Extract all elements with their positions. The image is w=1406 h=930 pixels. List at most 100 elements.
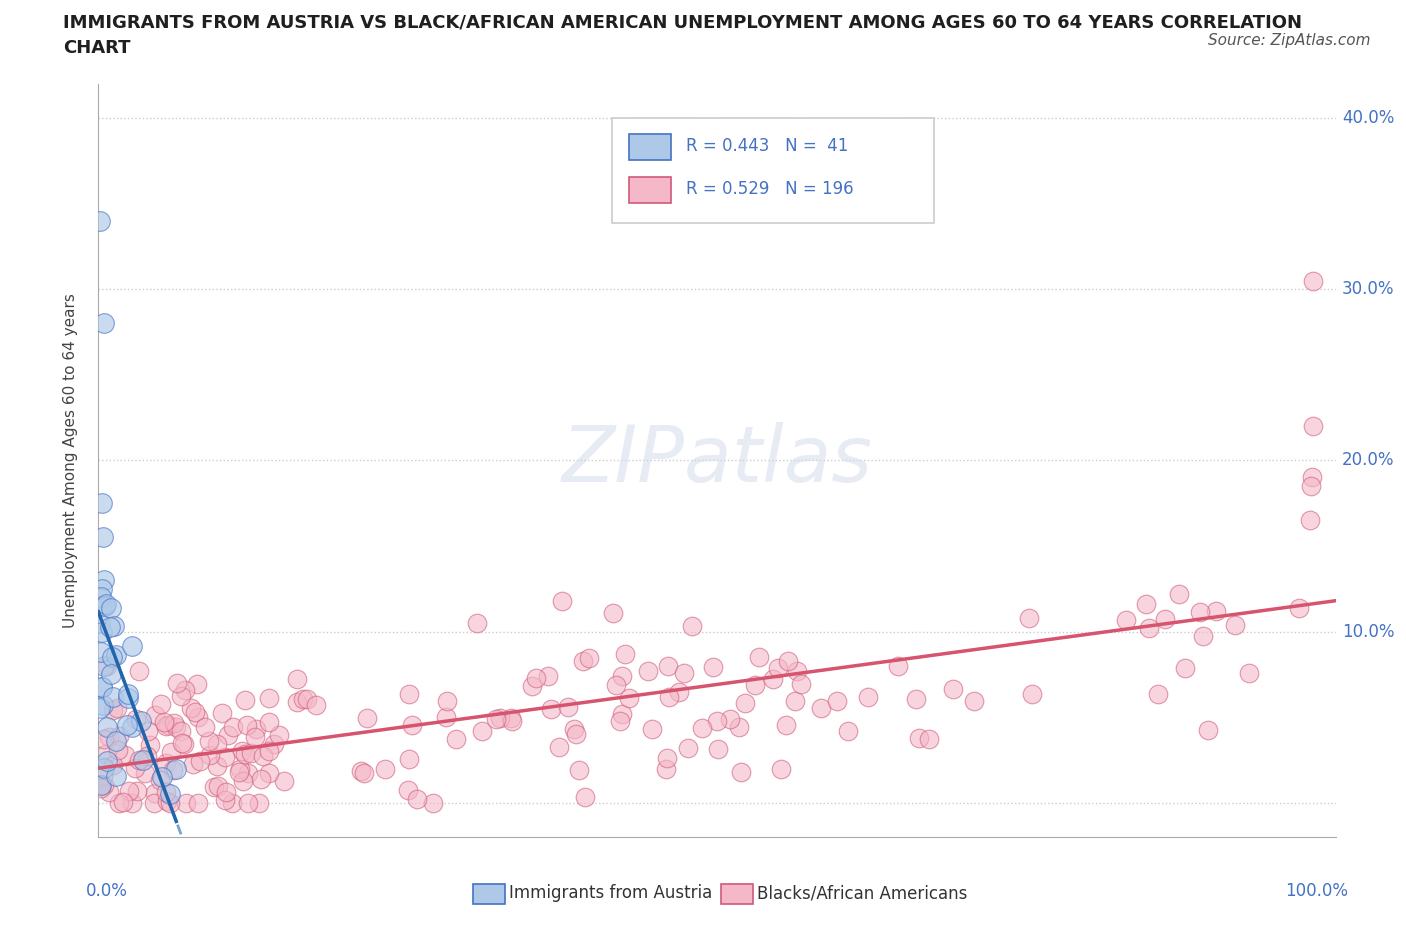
Point: [374, 761, 396, 776]
Point: [105, 647, 128, 662]
Point: [117, 691, 139, 706]
FancyBboxPatch shape: [630, 134, 671, 160]
Point: [471, 724, 494, 738]
Point: [91, 581, 114, 596]
Point: [101, 689, 124, 704]
Point: [173, 683, 195, 698]
Point: [1223, 618, 1246, 632]
Point: [93, 777, 115, 792]
Point: [100, 619, 122, 634]
Point: [104, 734, 127, 749]
Text: 20.0%: 20.0%: [1341, 451, 1395, 470]
Point: [353, 765, 375, 780]
Point: [94, 747, 117, 762]
Point: [436, 710, 458, 724]
Point: [668, 684, 690, 699]
Point: [548, 739, 571, 754]
Point: [155, 785, 177, 800]
Point: [690, 721, 713, 736]
Point: [150, 697, 173, 711]
Point: [259, 765, 281, 780]
Point: [235, 746, 257, 761]
Point: [236, 718, 259, 733]
Point: [856, 690, 879, 705]
Point: [1239, 666, 1261, 681]
Point: [617, 690, 640, 705]
Point: [285, 694, 308, 709]
Point: [295, 692, 318, 707]
Point: [614, 646, 637, 661]
Point: [292, 692, 315, 707]
Point: [115, 717, 138, 732]
Point: [142, 795, 165, 810]
Point: [162, 763, 184, 777]
Point: [108, 729, 131, 744]
Point: [143, 708, 166, 723]
Point: [93, 573, 115, 588]
Point: [89, 213, 111, 228]
Point: [485, 711, 508, 726]
Point: [1018, 611, 1040, 626]
Point: [702, 659, 724, 674]
Point: [1153, 612, 1175, 627]
Point: [174, 795, 197, 810]
Point: [90, 680, 112, 695]
Point: [263, 737, 285, 751]
Point: [637, 664, 659, 679]
Point: [128, 753, 150, 768]
Point: [501, 713, 523, 728]
Point: [406, 791, 429, 806]
Point: [908, 730, 931, 745]
Point: [273, 774, 295, 789]
Point: [121, 720, 143, 735]
Point: [96, 658, 118, 673]
Point: [207, 778, 229, 793]
Point: [105, 700, 128, 715]
Point: [96, 753, 118, 768]
Point: [221, 795, 243, 810]
Point: [89, 616, 111, 631]
Point: [1115, 613, 1137, 628]
Point: [184, 705, 207, 720]
Point: [837, 724, 859, 738]
Point: [257, 714, 280, 729]
Point: [202, 780, 225, 795]
Point: [155, 718, 177, 733]
Point: [228, 764, 250, 779]
Point: [205, 737, 228, 751]
Point: [194, 720, 217, 735]
Point: [775, 717, 797, 732]
Point: [90, 496, 112, 511]
Point: [205, 758, 228, 773]
Point: [90, 680, 112, 695]
FancyBboxPatch shape: [721, 884, 754, 904]
Point: [551, 593, 574, 608]
Point: [641, 722, 664, 737]
Point: [1168, 587, 1191, 602]
Point: [150, 770, 173, 785]
Point: [1189, 604, 1212, 619]
Point: [96, 596, 118, 611]
Point: [356, 711, 378, 725]
Point: [610, 706, 633, 721]
Point: [89, 700, 111, 715]
Point: [1288, 600, 1310, 615]
Point: [568, 763, 591, 777]
Text: Source: ZipAtlas.com: Source: ZipAtlas.com: [1208, 33, 1371, 47]
Point: [214, 750, 236, 764]
Point: [222, 719, 245, 734]
Point: [501, 711, 523, 725]
Point: [396, 783, 419, 798]
Point: [574, 790, 596, 804]
Point: [215, 784, 238, 799]
Point: [1192, 629, 1215, 644]
Point: [180, 701, 202, 716]
Point: [152, 714, 174, 729]
Point: [245, 722, 267, 737]
Point: [118, 783, 141, 798]
Point: [91, 530, 114, 545]
Text: 40.0%: 40.0%: [1341, 109, 1395, 126]
Point: [128, 663, 150, 678]
Point: [720, 712, 742, 727]
Point: [905, 692, 928, 707]
